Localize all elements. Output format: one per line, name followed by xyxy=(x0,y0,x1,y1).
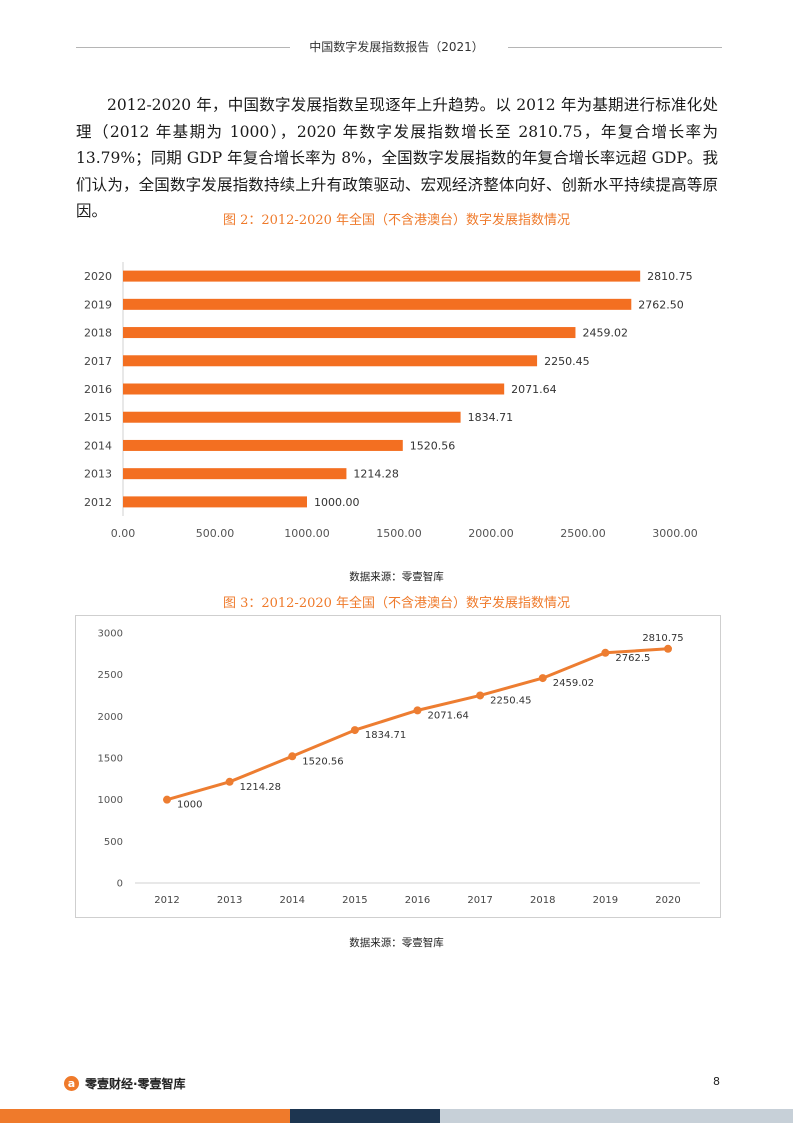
bar-value-label: 2762.50 xyxy=(638,298,684,311)
bar-category-label: 2013 xyxy=(84,468,112,481)
bar-value-label: 2250.45 xyxy=(544,355,590,368)
x-tick-label: 2020 xyxy=(655,895,680,906)
header-rule-right xyxy=(508,47,722,48)
line-point xyxy=(538,674,547,683)
line-point xyxy=(476,691,485,700)
page-header-title: 中国数字发展指数报告（2021） xyxy=(309,40,484,54)
line-point xyxy=(225,777,234,786)
line-point xyxy=(163,795,171,804)
y-tick-label: 0 xyxy=(117,879,123,890)
x-tick-label: 2017 xyxy=(467,895,492,906)
bar-value-label: 2459.02 xyxy=(582,327,628,340)
x-tick-label: 2015 xyxy=(342,895,367,906)
body-paragraph: 2012-2020 年，中国数字发展指数呈现逐年上升趋势。以 2012 年为基期… xyxy=(76,96,718,220)
line-point xyxy=(601,648,610,657)
y-tick-label: 1500 xyxy=(98,754,123,765)
bar xyxy=(123,327,576,339)
point-value-label: 1520.56 xyxy=(302,756,343,767)
bar-value-label: 1520.56 xyxy=(410,439,456,452)
x-tick-label: 2012 xyxy=(154,895,179,906)
x-tick-label: 2014 xyxy=(280,895,305,906)
bar-value-label: 1000.00 xyxy=(314,496,360,509)
x-tick-label: 2016 xyxy=(405,895,430,906)
line-point xyxy=(288,752,297,761)
bar xyxy=(123,468,347,480)
bar-value-label: 1834.71 xyxy=(468,411,514,424)
line-chart: 0 500 1000 1500 2000 2500 3000 2012 2013 2014 2015… xyxy=(75,615,721,918)
bar-category-label: 2012 xyxy=(84,496,112,509)
point-value-label: 2250.45 xyxy=(490,695,531,706)
bar-category-label: 2014 xyxy=(84,439,112,452)
point-value-label: 1214.28 xyxy=(240,782,281,793)
point-value-label: 1000 xyxy=(177,800,202,811)
y-tick-label: 2000 xyxy=(98,712,123,723)
bar xyxy=(123,439,403,451)
line-chart-frame xyxy=(75,615,721,918)
x-tick-label: 1000.00 xyxy=(284,527,330,540)
point-value-label: 1834.71 xyxy=(365,730,406,741)
x-tick-label: 2018 xyxy=(530,895,555,906)
point-value-label: 2810.75 xyxy=(642,633,683,644)
footer-bar-orange xyxy=(0,1109,290,1123)
x-tick-label: 2019 xyxy=(593,895,618,906)
y-tick-label: 1000 xyxy=(98,795,123,806)
bar-category-label: 2016 xyxy=(84,383,112,396)
x-tick-label: 0.00 xyxy=(111,527,136,540)
brand-logo-icon: a xyxy=(64,1076,79,1091)
bar-category-label: 2017 xyxy=(84,355,112,368)
figure-3-caption: 图 3：2012-2020 年全国（不含港澳台）数字发展指数情况 xyxy=(222,596,571,611)
figure-3-source: 数据来源：零壹智库 xyxy=(349,937,444,949)
bar xyxy=(123,355,538,367)
bar-value-label: 1214.28 xyxy=(353,468,399,481)
figure-2-caption: 图 2：2012-2020 年全国（不含港澳台）数字发展指数情况 xyxy=(222,213,571,228)
bar-value-label: 2810.75 xyxy=(647,270,693,283)
x-tick-label: 2500.00 xyxy=(560,527,606,540)
footer-brand: a 零壹财经·零壹智库 xyxy=(64,1075,186,1092)
header-rule-left xyxy=(76,47,290,48)
bar-category-label: 2019 xyxy=(84,298,112,311)
y-tick-label: 3000 xyxy=(98,629,123,640)
line-point xyxy=(350,726,359,735)
point-value-label: 2071.64 xyxy=(428,710,469,721)
y-tick-label: 2500 xyxy=(98,670,123,681)
bar xyxy=(123,298,632,310)
bar-category-label: 2018 xyxy=(84,327,112,340)
line-point xyxy=(664,644,672,653)
bar xyxy=(123,383,505,395)
figure-2-source: 数据来源：零壹智库 xyxy=(349,571,444,583)
bar xyxy=(123,496,307,508)
x-tick-label: 2000.00 xyxy=(468,527,514,540)
bar-category-label: 2020 xyxy=(84,270,112,283)
page-number: 8 xyxy=(713,1075,720,1088)
footer-bar-gray xyxy=(440,1109,793,1123)
y-tick-label: 500 xyxy=(104,837,123,848)
x-tick-label: 2013 xyxy=(217,895,242,906)
x-tick-label: 3000.00 xyxy=(652,527,698,540)
footer-bar-navy xyxy=(290,1109,440,1123)
footer-brand-text: 零壹财经·零壹智库 xyxy=(85,1077,186,1091)
bar-chart: 2020 2810.75 2019 2762.50 2018 2459.02 2017 225… xyxy=(84,262,698,540)
bar xyxy=(123,411,461,423)
bar-category-label: 2015 xyxy=(84,411,112,424)
x-tick-label: 1500.00 xyxy=(376,527,422,540)
x-tick-label: 500.00 xyxy=(196,527,235,540)
point-value-label: 2762.5 xyxy=(615,653,650,664)
point-value-label: 2459.02 xyxy=(553,678,594,689)
line-point xyxy=(413,706,422,715)
bar-value-label: 2071.64 xyxy=(511,383,557,396)
bar xyxy=(123,270,641,282)
